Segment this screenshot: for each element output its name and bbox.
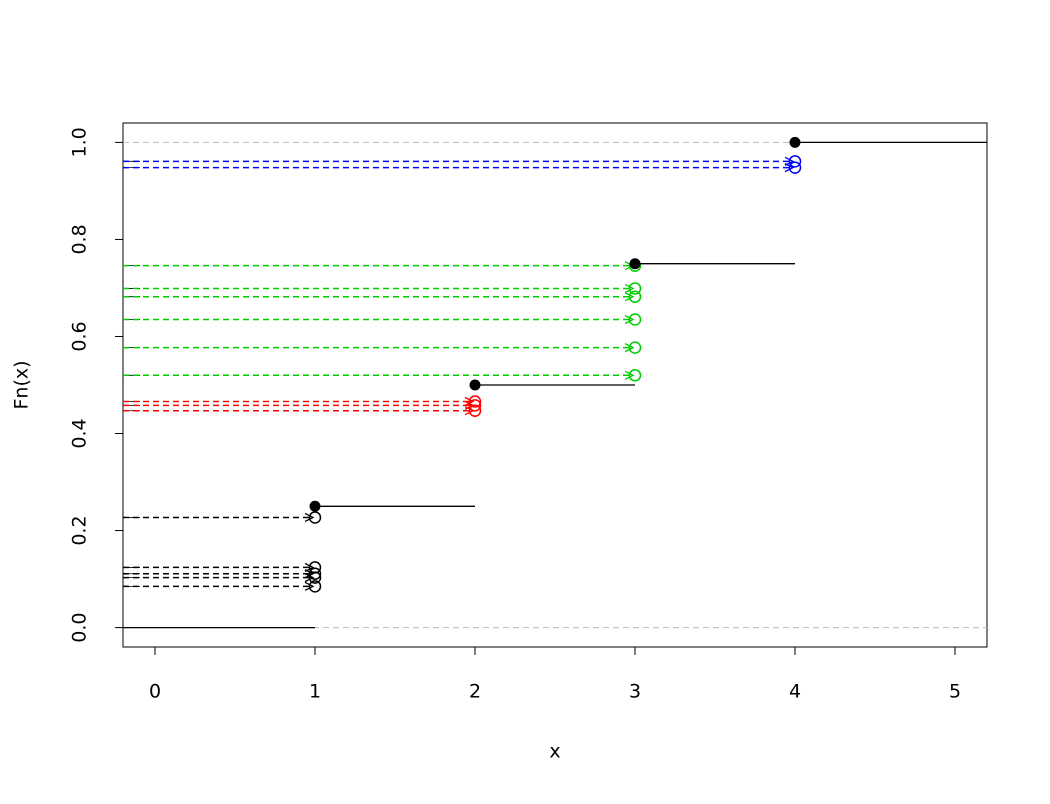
open-point [788, 155, 802, 168]
open-point [468, 399, 482, 412]
x-tick-label: 5 [949, 681, 961, 703]
open-point [308, 571, 322, 584]
step-point [469, 379, 481, 391]
arrow-head [784, 163, 795, 173]
step-point [629, 258, 641, 270]
open-point [468, 404, 482, 417]
arrow-head [784, 156, 795, 166]
arrow-head [624, 283, 635, 294]
open-point [308, 561, 322, 574]
y-tick-label: 0.8 [69, 224, 91, 254]
open-point [628, 282, 642, 295]
open-point [628, 341, 642, 354]
arrow-head [624, 370, 635, 380]
open-point [308, 580, 322, 593]
open-point [628, 290, 642, 303]
x-tick-label: 4 [789, 681, 801, 703]
y-axis-label: Fn(x) [11, 360, 33, 409]
arrow-head [304, 512, 315, 523]
y-tick-label: 0.4 [69, 418, 91, 448]
step-point [309, 500, 321, 512]
arrow-head [624, 314, 635, 325]
open-point [308, 567, 322, 580]
step-point [789, 136, 801, 148]
arrow-head [624, 292, 635, 302]
open-point [308, 511, 322, 524]
open-point [468, 395, 482, 408]
arrow-head [304, 569, 315, 579]
y-tick-label: 1.0 [69, 127, 91, 157]
open-point [628, 313, 642, 326]
arrow-head [464, 406, 475, 416]
arrow-head [304, 562, 315, 573]
arrow-head [304, 581, 315, 591]
open-point [628, 369, 642, 382]
x-tick-label: 3 [629, 681, 641, 703]
x-axis-label: x [549, 741, 560, 763]
y-tick-label: 0.0 [69, 612, 91, 642]
x-tick-label: 1 [309, 681, 321, 703]
y-tick-label: 0.2 [69, 515, 91, 545]
open-point [788, 161, 802, 174]
arrow-head [464, 396, 475, 407]
arrow-head [304, 573, 315, 583]
x-tick-label: 2 [469, 681, 481, 703]
y-tick-label: 0.6 [69, 321, 91, 351]
arrow-head [624, 343, 635, 353]
x-tick-label: 0 [149, 681, 161, 703]
